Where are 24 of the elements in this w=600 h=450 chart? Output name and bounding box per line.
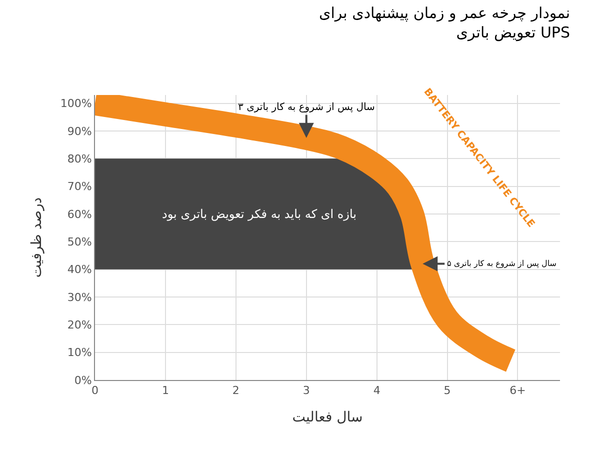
- x-tick-label: 1: [162, 384, 169, 398]
- chart-title: نمودار چرخه عمر و زمان پیشنهادی برای تعویض باتری UPS: [318, 4, 570, 42]
- annotation: ۵ سال پس از شروع به کار باتری: [447, 259, 557, 268]
- x-tick-label: 2: [232, 384, 240, 398]
- y-tick-label: 30%: [67, 290, 92, 304]
- annotation: ۳ سال پس از شروع به کار باتری: [238, 102, 375, 113]
- y-tick-label: 100%: [60, 97, 92, 110]
- y-tick-label: 40%: [67, 263, 92, 276]
- y-tick-label: 50%: [67, 236, 92, 248]
- y-tick-label: 70%: [67, 180, 92, 194]
- y-tick-label: 60%: [67, 208, 92, 221]
- x-axis-title: سال فعالیت: [292, 410, 363, 426]
- y-tick-label: 0%: [74, 374, 92, 387]
- band-label: بازه ای که باید به فکر تعویض باتری بود: [162, 207, 356, 221]
- x-tick-label: 6+: [510, 384, 526, 398]
- x-tick-label: 4: [373, 384, 380, 398]
- y-axis-title: درصد ظرفیت: [28, 197, 45, 278]
- x-tick-label: 5: [444, 384, 451, 398]
- x-tick-label: 0: [92, 384, 98, 398]
- x-tick-label: 3: [302, 384, 310, 398]
- y-tick-label: 10%: [67, 346, 92, 360]
- y-tick-label: 90%: [67, 124, 92, 138]
- y-tick-label: 20%: [67, 318, 92, 332]
- y-tick-label: 80%: [67, 152, 92, 166]
